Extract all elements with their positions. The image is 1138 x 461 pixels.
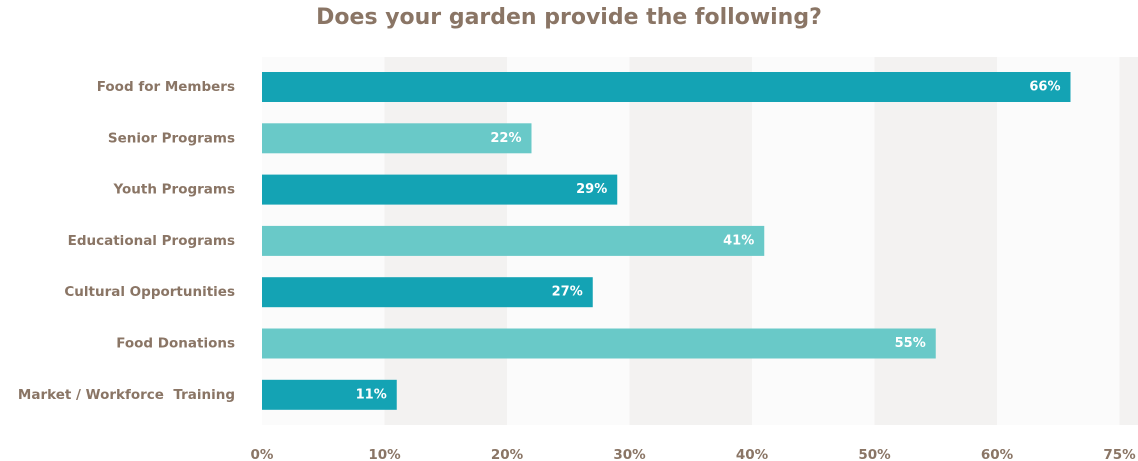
- x-tick-label: 30%: [613, 447, 646, 461]
- bar: [262, 174, 618, 205]
- x-tick-label: 20%: [491, 447, 524, 461]
- x-tick-label: 50%: [858, 447, 891, 461]
- x-tick-label: 75%: [1103, 447, 1136, 461]
- bar: [262, 72, 1071, 102]
- category-label: Market / Workforce Training: [18, 387, 235, 403]
- category-label: Food Donations: [116, 336, 235, 352]
- category-label: Educational Programs: [68, 233, 235, 249]
- value-label: 11%: [356, 387, 387, 402]
- x-tick-label: 60%: [981, 447, 1014, 461]
- bar: [262, 328, 936, 359]
- value-label: 41%: [723, 233, 754, 248]
- value-label: 55%: [895, 336, 926, 351]
- grid-band: [752, 57, 875, 425]
- bars: [262, 72, 1071, 410]
- grid-band: [874, 57, 997, 425]
- category-labels: Food for Members Senior Programs Youth Pro…: [18, 79, 235, 403]
- value-label: 22%: [490, 131, 521, 146]
- bar: [262, 379, 397, 410]
- category-label: Cultural Opportunities: [64, 284, 235, 300]
- category-label: Senior Programs: [108, 130, 235, 146]
- category-label: Youth Programs: [112, 182, 235, 198]
- value-label: 27%: [552, 285, 583, 300]
- grid-band: [997, 57, 1120, 425]
- bar: [262, 225, 765, 256]
- bar: [262, 277, 593, 308]
- x-axis-tick-labels: 0% 10% 20% 30% 40% 50% 60% 75%: [251, 447, 1137, 461]
- chart-title: Does your garden provide the following?: [316, 5, 822, 30]
- value-label: 66%: [1029, 80, 1060, 95]
- value-labels: 66% 22% 29% 41% 27% 55% 11%: [356, 80, 1061, 403]
- x-tick-label: 0%: [251, 447, 274, 461]
- category-label: Food for Members: [97, 79, 235, 95]
- bar: [262, 123, 532, 154]
- grid-band: [1119, 57, 1138, 425]
- x-tick-label: 40%: [736, 447, 769, 461]
- x-tick-label: 10%: [368, 447, 401, 461]
- value-label: 29%: [576, 182, 607, 197]
